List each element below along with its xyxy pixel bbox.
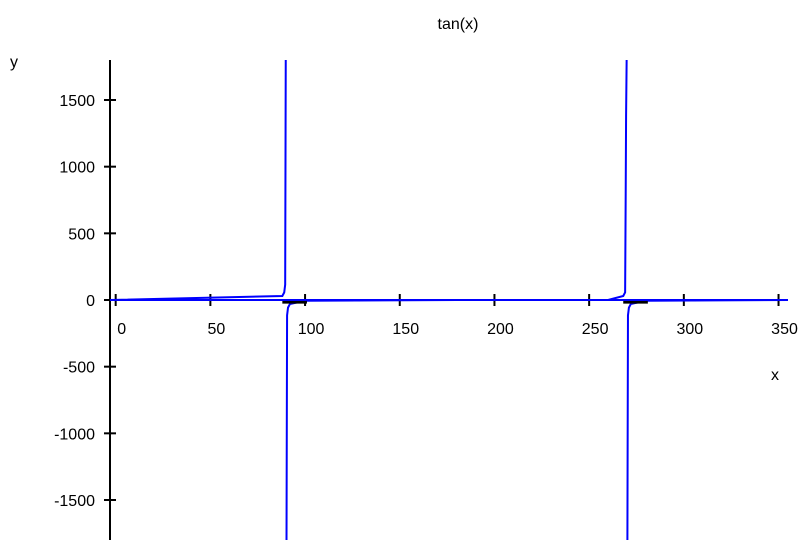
x-tick-label: 200	[487, 321, 514, 338]
x-tick-label: 150	[392, 321, 419, 338]
x-tick-label: 100	[298, 321, 325, 338]
x-tick-label: 300	[676, 321, 703, 338]
x-tick-label: 50	[207, 321, 225, 338]
x-tick-label: 350	[771, 321, 798, 338]
y-tick-label: 1500	[59, 93, 95, 110]
y-tick-label: -1000	[54, 426, 95, 443]
y-tick-label: 1000	[59, 160, 95, 177]
y-tick-label: -500	[63, 360, 95, 377]
x-tick-label: 0	[117, 321, 126, 338]
y-tick-label: 500	[68, 226, 95, 243]
y-tick-label: 0	[86, 293, 95, 310]
x-axis-label: x	[771, 367, 779, 384]
chart-title: tan(x)	[438, 16, 479, 33]
y-tick-label: -1500	[54, 493, 95, 510]
y-axis-label: y	[10, 54, 18, 71]
x-tick-label: 250	[582, 321, 609, 338]
